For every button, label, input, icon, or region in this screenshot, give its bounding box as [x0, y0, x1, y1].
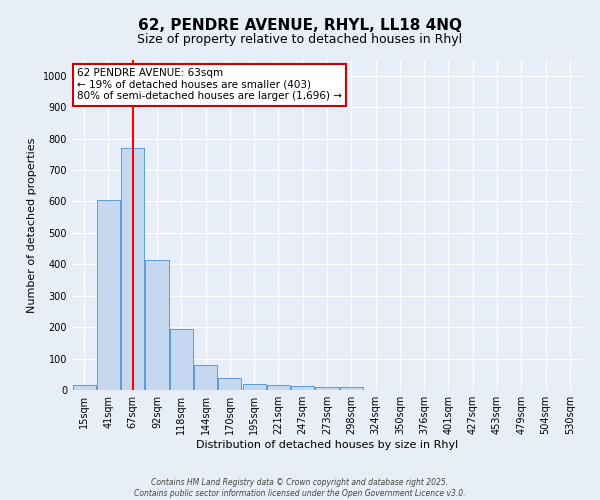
Text: 62, PENDRE AVENUE, RHYL, LL18 4NQ: 62, PENDRE AVENUE, RHYL, LL18 4NQ: [138, 18, 462, 32]
Bar: [97, 200, 120, 390]
Bar: [170, 328, 193, 390]
Y-axis label: Number of detached properties: Number of detached properties: [27, 138, 37, 312]
Text: 62 PENDRE AVENUE: 63sqm
← 19% of detached houses are smaller (403)
80% of semi-d: 62 PENDRE AVENUE: 63sqm ← 19% of detache…: [77, 68, 342, 102]
Bar: [291, 386, 314, 390]
Bar: [73, 386, 95, 390]
Bar: [145, 260, 169, 390]
X-axis label: Distribution of detached houses by size in Rhyl: Distribution of detached houses by size …: [196, 440, 458, 450]
Text: Contains HM Land Registry data © Crown copyright and database right 2025.
Contai: Contains HM Land Registry data © Crown c…: [134, 478, 466, 498]
Bar: [316, 387, 338, 390]
Bar: [267, 386, 290, 390]
Bar: [121, 148, 144, 390]
Text: Size of property relative to detached houses in Rhyl: Size of property relative to detached ho…: [137, 32, 463, 46]
Bar: [194, 366, 217, 390]
Bar: [340, 388, 363, 390]
Bar: [218, 378, 241, 390]
Bar: [242, 384, 266, 390]
